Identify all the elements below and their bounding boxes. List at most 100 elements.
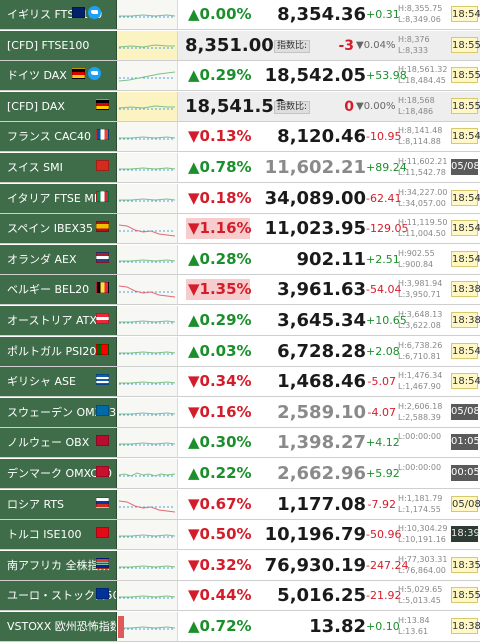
index-row[interactable]: オーストリア ATX ▲0.29% 3,645.34 +10.65 H:3,648.13… — [0, 306, 480, 336]
change-value: +0.31 — [366, 8, 400, 21]
mini-chart[interactable] — [117, 397, 178, 427]
index-name[interactable]: スウェーデン OMXS30 — [0, 397, 117, 427]
index-name[interactable]: ギリシャ ASE — [0, 367, 117, 397]
index-row[interactable]: イタリア FTSE MIB ▼0.18% 34,089.00 -62.41 H:34,2… — [0, 183, 480, 214]
update-time: 18:54 — [451, 220, 480, 237]
mini-chart[interactable] — [117, 214, 178, 244]
change-percent: ▼0.18% — [188, 188, 252, 207]
index-price: 5,016.25 — [277, 585, 366, 607]
high-low: H:8,355.75 L:8,349.06 — [398, 3, 450, 25]
flag-uk-icon — [72, 7, 85, 18]
index-row[interactable]: デンマーク OMXC20 ▲0.22% 2,662.96 +5.92 L:00:00:0… — [0, 459, 480, 489]
index-row[interactable]: ポルトガル PSI20 ▲0.03% 6,728.28 +2.08 H:6,738.26… — [0, 336, 480, 367]
index-row[interactable]: ギリシャ ASE ▼0.34% 1,468.46 -5.07 H:1,476.34 L:1… — [0, 367, 480, 398]
mini-chart[interactable] — [117, 550, 178, 580]
mini-chart[interactable] — [117, 581, 178, 611]
twitter-icon[interactable] — [88, 67, 101, 81]
high-low: H:2,606.18 L:2,588.39 — [398, 401, 450, 423]
index-row[interactable]: ドイツ DAX ▲0.29% 18,542.05 +53.98 H:18,561.32 L… — [0, 61, 480, 92]
high-value: H:1,476.34 — [398, 371, 443, 381]
index-name[interactable]: オーストリア ATX — [0, 306, 117, 335]
index-row[interactable]: 南アフリカ 全株指数 ▼0.32% 76,930.19 -247.24 H:77,303… — [0, 550, 480, 581]
high-value: H:8,355.75 — [398, 4, 443, 13]
mini-chart[interactable] — [117, 459, 178, 488]
index-row[interactable]: フランス CAC40 ▼0.13% 8,120.46 -10.95 H:8,141.48… — [0, 122, 480, 153]
index-row[interactable]: スペイン IBEX35 ▼1.16% 11,023.95 -129.05 H:11,11… — [0, 214, 480, 245]
index-row[interactable]: ベルギー BEL20 ▼1.35% 3,961.63 -54.04 H:3,981.94… — [0, 275, 480, 306]
sparkline — [119, 351, 176, 355]
mini-chart[interactable] — [117, 612, 178, 641]
mini-chart[interactable] — [117, 244, 178, 274]
mini-chart[interactable] — [117, 306, 178, 335]
index-row[interactable]: オランダ AEX ▲0.28% 902.11 +2.51 H:902.55 L:900.8… — [0, 244, 480, 275]
index-row[interactable]: スイス SMI ▲0.78% 11,602.21 +89.24 H:11,602.21 L… — [0, 153, 480, 183]
mini-chart[interactable] — [117, 0, 178, 29]
index-name[interactable]: [CFD] DAX — [0, 91, 117, 121]
change-percent: ▲0.29% — [188, 66, 252, 85]
index-row[interactable]: [CFD] FTSE100 8,351.00 指数比: -3 ▼0.04% H:8,376… — [0, 30, 480, 61]
cfd-spread-percent: ▼0.00% — [356, 100, 396, 112]
index-name[interactable]: トルコ ISE100 — [0, 520, 117, 550]
index-row[interactable]: トルコ ISE100 ▼0.50% 10,196.79 -50.96 H:10,304.… — [0, 520, 480, 551]
mini-chart[interactable] — [117, 153, 178, 182]
index-name-label: スペイン IBEX35 — [7, 222, 93, 236]
change-percent: ▲0.03% — [188, 341, 252, 360]
mini-chart[interactable] — [117, 122, 178, 152]
index-row[interactable]: ロシア RTS ▼0.67% 1,177.08 -7.92 H:1,181.79 L:1,… — [0, 489, 480, 520]
sparkline — [119, 442, 176, 446]
mini-chart[interactable] — [117, 61, 178, 91]
update-time: 18:55 — [451, 67, 480, 84]
flag-ch-icon — [96, 160, 109, 171]
index-name[interactable]: デンマーク OMXC20 — [0, 459, 117, 488]
index-name[interactable]: ノルウェー OBX — [0, 428, 117, 458]
mini-chart[interactable] — [117, 30, 178, 60]
mini-chart[interactable] — [117, 520, 178, 550]
index-name[interactable]: スペイン IBEX35 — [0, 214, 117, 244]
index-name-label: フランス CAC40 — [7, 130, 91, 144]
update-time: 18:54 — [451, 6, 480, 22]
index-name[interactable]: ドイツ DAX — [0, 61, 117, 91]
change-percent: ▲0.00% — [188, 5, 252, 23]
index-row[interactable]: [CFD] DAX 18,541.50 指数比: 0 ▼0.00% H:18,568 L:1… — [0, 91, 480, 122]
mini-chart[interactable] — [117, 367, 178, 397]
sparkline — [119, 198, 176, 202]
index-name[interactable]: ユーロ・ストックス50 — [0, 581, 117, 611]
index-row[interactable]: VSTOXX 欧州恐怖指数 ▲0.72% 13.82 +0.10 H:13.84 L:13… — [0, 612, 480, 642]
high-value: H:11,119.50 — [398, 218, 448, 228]
index-name[interactable]: イタリア FTSE MIB — [0, 183, 117, 213]
index-name[interactable]: オランダ AEX — [0, 244, 117, 274]
index-row[interactable]: ノルウェー OBX ▲0.30% 1,398.27 +4.12 L:00:00:00 01… — [0, 428, 480, 459]
index-name[interactable]: VSTOXX 欧州恐怖指数 — [0, 612, 117, 641]
flag-de-icon — [96, 98, 109, 110]
index-name[interactable]: ポルトガル PSI20 — [0, 336, 117, 366]
index-name[interactable]: フランス CAC40 — [0, 122, 117, 152]
index-name[interactable]: スイス SMI — [0, 153, 117, 182]
index-price: 34,089.00 — [264, 187, 366, 209]
mini-chart[interactable] — [117, 275, 178, 305]
index-row[interactable]: イギリス FTSE100 ▲0.00% 8,354.36 +0.31 H:8,355.7… — [0, 0, 480, 30]
mini-chart[interactable] — [117, 183, 178, 213]
change-value: -10.95 — [366, 130, 402, 144]
sparkline — [119, 381, 176, 385]
index-price: 1,177.08 — [277, 493, 366, 515]
index-name[interactable]: 南アフリカ 全株指数 — [0, 550, 117, 580]
sparkline — [119, 412, 176, 416]
index-row[interactable]: スウェーデン OMXS30 ▼0.16% 2,589.10 -4.07 H:2,606.… — [0, 397, 480, 428]
index-name[interactable]: ロシア RTS — [0, 489, 117, 519]
mini-chart[interactable] — [117, 489, 178, 519]
index-name[interactable]: ベルギー BEL20 — [0, 275, 117, 305]
index-name[interactable]: イギリス FTSE100 — [0, 0, 117, 29]
high-low: H:10,304.29 L:10,191.16 — [398, 523, 450, 545]
twitter-icon[interactable] — [88, 6, 101, 19]
mini-chart[interactable] — [117, 336, 178, 366]
low-value: L:8,333 — [398, 45, 429, 55]
index-row[interactable]: ユーロ・ストックス50 ▼0.44% 5,016.25 -21.92 H:5,029.6… — [0, 581, 480, 612]
flag-dk-icon — [96, 466, 109, 477]
mini-chart[interactable] — [117, 91, 178, 121]
index-name[interactable]: [CFD] FTSE100 — [0, 30, 117, 60]
mini-chart[interactable] — [117, 428, 178, 458]
index-price: 8,354.36 — [277, 4, 366, 25]
low-value: L:34,057.00 — [398, 198, 446, 208]
update-time: 18:55 — [451, 36, 480, 53]
change-percent: ▲0.28% — [188, 249, 252, 268]
